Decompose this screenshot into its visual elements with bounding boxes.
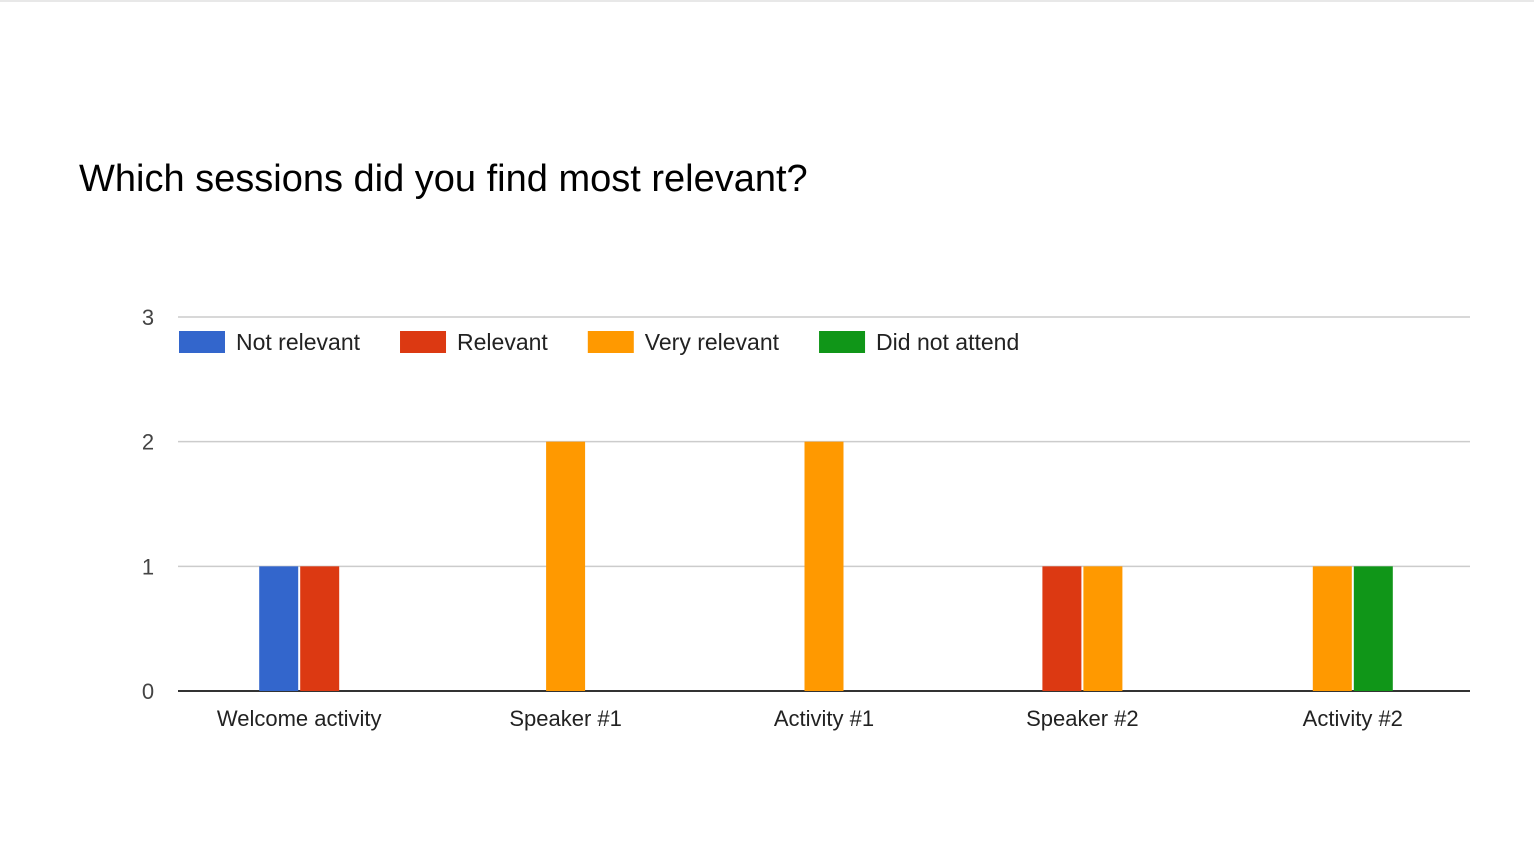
legend-item[interactable]: Not relevant	[179, 329, 361, 355]
legend-item[interactable]: Relevant	[400, 329, 548, 355]
y-tick-label: 1	[142, 554, 154, 579]
chart-title: Which sessions did you find most relevan…	[79, 158, 808, 200]
legend-label: Not relevant	[236, 329, 361, 355]
legend-swatch	[179, 331, 225, 353]
bar[interactable]	[1042, 566, 1082, 691]
legend-item[interactable]: Very relevant	[587, 329, 780, 355]
legend-swatch	[819, 331, 866, 353]
bar[interactable]	[1312, 566, 1352, 691]
y-tick-label: 0	[142, 679, 154, 704]
legend: Not relevant Relevant Very relevant Did not…	[179, 329, 1019, 355]
y-axis-ticks: 0 1 2 3	[142, 305, 154, 704]
bar[interactable]	[546, 441, 586, 691]
bar[interactable]	[259, 566, 299, 691]
x-tick-label: Activity #1	[774, 706, 874, 731]
x-tick-label: Activity #2	[1303, 706, 1403, 731]
bar[interactable]	[804, 441, 844, 691]
bar[interactable]	[300, 566, 340, 691]
legend-label: Very relevant	[645, 329, 780, 355]
x-tick-label: Speaker #1	[509, 706, 622, 731]
bars	[259, 441, 1393, 691]
bar[interactable]	[1083, 566, 1123, 691]
legend-swatch	[587, 331, 634, 353]
x-tick-label: Welcome activity	[217, 706, 382, 731]
legend-item[interactable]: Did not attend	[819, 329, 1019, 355]
bar[interactable]	[1353, 566, 1393, 691]
y-tick-label: 3	[142, 305, 154, 330]
x-tick-label: Speaker #2	[1026, 706, 1139, 731]
y-tick-label: 2	[142, 430, 154, 455]
x-axis-labels: Welcome activity Speaker #1 Activity #1 Spe…	[217, 706, 1403, 731]
legend-label: Relevant	[457, 329, 548, 355]
top-divider	[0, 0, 1534, 2]
legend-swatch	[400, 331, 447, 353]
legend-label: Did not attend	[876, 329, 1019, 355]
